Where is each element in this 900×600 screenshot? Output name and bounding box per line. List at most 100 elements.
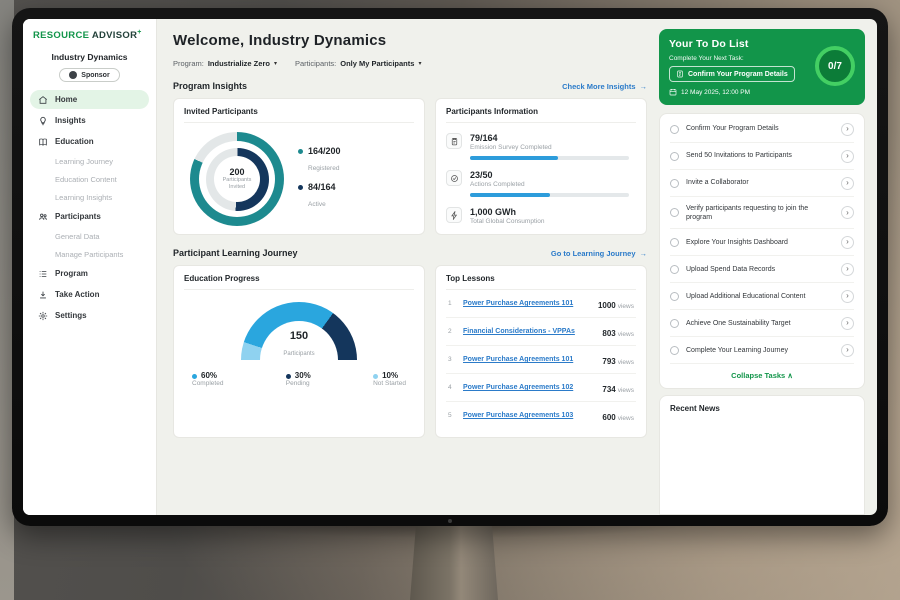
main-content: Welcome, Industry Dynamics Program: Indu…: [157, 19, 659, 515]
collapse-tasks-button[interactable]: Collapse Tasks ∧: [670, 364, 854, 385]
task-row[interactable]: Send 50 Invitations to Participants ›: [670, 143, 854, 170]
task-checkbox[interactable]: [670, 178, 679, 188]
lesson-views-suffix: views: [617, 386, 634, 394]
task-checkbox[interactable]: [670, 318, 679, 328]
task-row[interactable]: Explore Your Insights Dashboard ›: [670, 229, 854, 257]
link-label: Go to Learning Journey: [550, 248, 636, 258]
chevron-right-icon[interactable]: ›: [841, 316, 854, 330]
task-checkbox[interactable]: [670, 151, 679, 161]
energy-icon: [446, 207, 462, 223]
sidebar-item-settings[interactable]: Settings: [30, 306, 149, 325]
next-task-button[interactable]: Confirm Your Program Details: [669, 66, 795, 82]
task-label: Send 50 Invitations to Participants: [686, 152, 792, 160]
sidebar-item-participants[interactable]: Participants: [30, 207, 149, 226]
legend-pct: 10%: [382, 371, 399, 380]
sponsor-icon: [69, 71, 78, 80]
lesson-views-value: 803: [602, 328, 616, 338]
brand-secondary: ADVISOR: [91, 30, 138, 42]
todo-title: Your To Do List: [669, 38, 749, 50]
task-checkbox[interactable]: [670, 291, 679, 301]
download-icon: [40, 291, 46, 298]
lesson-row: 4 Power Purchase Agreements 102 734 views: [446, 374, 636, 402]
gauge-center: 150 Participants: [241, 330, 357, 360]
sidebar-item-education[interactable]: Education: [30, 132, 149, 151]
lesson-link[interactable]: Power Purchase Agreements 101: [463, 300, 574, 307]
legend-label: Not Started: [373, 380, 406, 387]
chevron-right-icon[interactable]: ›: [841, 206, 854, 220]
sidebar-item-label: Manage Participants: [55, 249, 124, 259]
brand-logo[interactable]: RESOURCE ADVISOR+: [30, 29, 149, 41]
todo-header-card: Your To Do List Complete Your Next Task:…: [659, 29, 865, 105]
task-row[interactable]: Upload Spend Data Records ›: [670, 256, 854, 284]
sidebar-item-home[interactable]: Home: [30, 90, 149, 110]
sidebar-item-learning-insights[interactable]: Learning Insights: [30, 189, 149, 205]
lesson-link[interactable]: Power Purchase Agreements 101: [463, 356, 574, 363]
chevron-right-icon[interactable]: ›: [841, 289, 854, 303]
sidebar-item-label: Participants: [55, 212, 101, 222]
participants-filter-value[interactable]: Only My Participants: [340, 59, 415, 68]
check-circle-icon: [446, 170, 462, 186]
legend-label: Completed: [192, 380, 224, 387]
program-filter-value[interactable]: Industrialize Zero: [207, 59, 270, 68]
task-label: Explore Your Insights Dashboard: [686, 238, 788, 246]
participants-filter[interactable]: Participants: Only My Participants ▾: [295, 59, 421, 68]
sidebar-item-manage-participants[interactable]: Manage Participants: [30, 246, 149, 262]
task-checkbox[interactable]: [670, 124, 679, 134]
sidebar-item-label: Education Content: [55, 174, 117, 184]
participants-information-card: Participants Information 79/164 Emission…: [435, 98, 647, 235]
task-checkbox[interactable]: [670, 237, 679, 247]
chevron-right-icon[interactable]: ›: [841, 343, 854, 357]
go-to-learning-journey-link[interactable]: Go to Learning Journey →: [551, 249, 647, 258]
lesson-link[interactable]: Financial Considerations - VPPAs: [463, 328, 575, 335]
program-insights-header: Program Insights Check More Insights →: [173, 81, 647, 91]
lesson-rank: 5: [448, 412, 452, 419]
card-title: Invited Participants: [184, 107, 414, 123]
task-row[interactable]: Achieve One Sustainability Target ›: [670, 310, 854, 338]
check-more-insights-link[interactable]: Check More Insights →: [562, 82, 647, 91]
chevron-right-icon[interactable]: ›: [841, 176, 854, 190]
chevron-down-icon: ▾: [418, 61, 422, 67]
info-value: 79/164: [470, 133, 498, 143]
task-row[interactable]: Confirm Your Program Details ›: [670, 116, 854, 143]
task-list-card: Confirm Your Program Details › Send 50 I…: [659, 113, 865, 390]
task-row[interactable]: Complete Your Learning Journey ›: [670, 337, 854, 365]
task-label: Verify participants requesting to join t…: [686, 204, 809, 221]
chevron-right-icon[interactable]: ›: [841, 122, 854, 136]
lesson-rank: 3: [448, 356, 452, 363]
legend-item-completed: 60% Completed: [192, 371, 223, 387]
lesson-row: 5 Power Purchase Agreements 103 600 views: [446, 402, 636, 429]
sidebar-item-insights[interactable]: Insights: [30, 111, 149, 130]
task-checkbox[interactable]: [670, 264, 679, 274]
sidebar-item-label: Settings: [55, 311, 87, 321]
org-name: Industry Dynamics: [51, 52, 128, 63]
lesson-views-suffix: views: [617, 358, 634, 366]
lesson-link[interactable]: Power Purchase Agreements 102: [463, 384, 574, 391]
task-checkbox[interactable]: [670, 208, 679, 218]
task-row[interactable]: Invite a Collaborator ›: [670, 170, 854, 197]
sidebar-item-education-content[interactable]: Education Content: [30, 171, 149, 187]
chevron-right-icon[interactable]: ›: [841, 235, 854, 249]
chevron-right-icon[interactable]: ›: [841, 149, 854, 163]
card-title: Top Lessons: [446, 274, 636, 290]
legend-label: Registered: [308, 165, 340, 172]
legend-item-not-started: 10% Not Started: [373, 371, 406, 387]
wall-edge: [0, 0, 14, 600]
program-filter-label: Program:: [173, 59, 204, 68]
task-checkbox[interactable]: [670, 345, 679, 355]
chevron-right-icon[interactable]: ›: [841, 262, 854, 276]
lesson-link[interactable]: Power Purchase Agreements 103: [463, 412, 574, 419]
sidebar-item-program[interactable]: Program: [30, 264, 149, 283]
sidebar-item-learning-journey[interactable]: Learning Journey: [30, 153, 149, 169]
task-row[interactable]: Upload Additional Educational Content ›: [670, 283, 854, 311]
task-row[interactable]: Verify participants requesting to join t…: [670, 197, 854, 230]
monitor-bezel: RESOURCE ADVISOR+ Industry Dynamics Spon…: [12, 8, 888, 526]
lesson-views-suffix: views: [617, 302, 634, 310]
sidebar-item-general-data[interactable]: General Data: [30, 228, 149, 244]
lesson-views-value: 793: [602, 356, 616, 366]
legend-dot: [285, 374, 291, 379]
program-filter[interactable]: Program: Industrialize Zero ▾: [173, 59, 277, 68]
info-label: Emission Survey Completed: [470, 144, 552, 151]
legend-dot: [373, 374, 379, 379]
sidebar-item-take-action[interactable]: Take Action: [30, 285, 149, 304]
